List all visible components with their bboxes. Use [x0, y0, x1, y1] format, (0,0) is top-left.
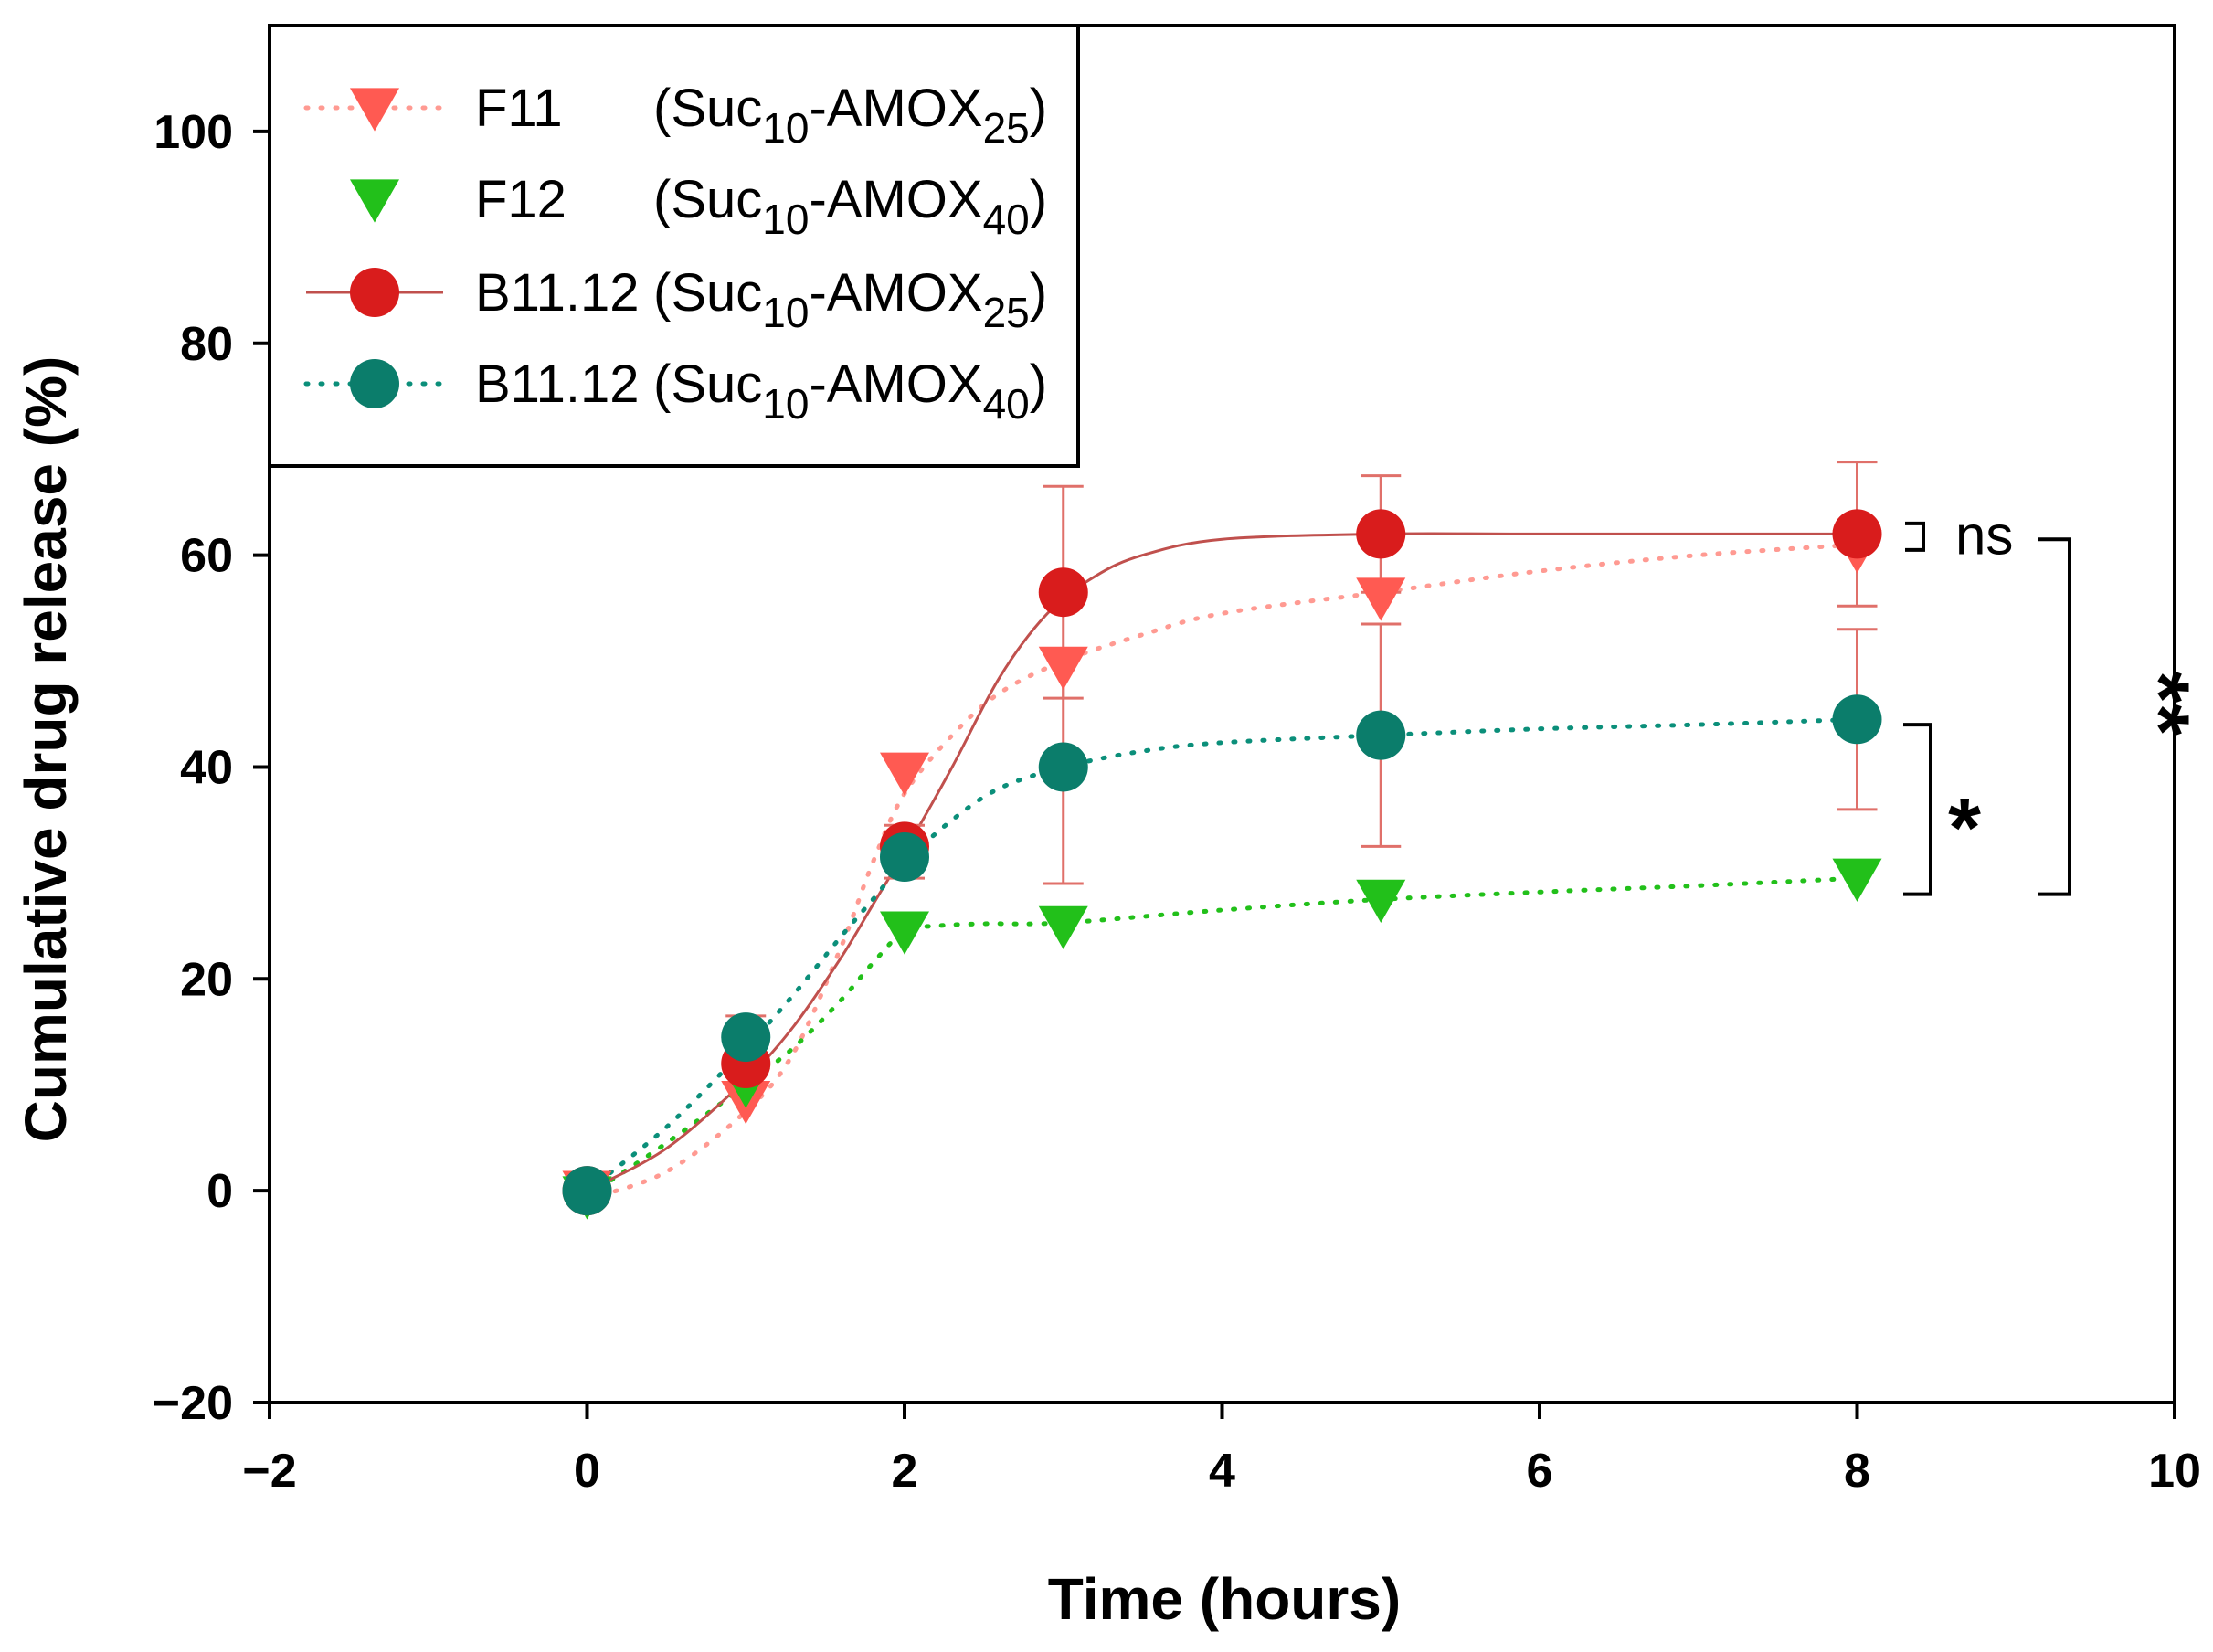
- marker-b25: [1356, 509, 1406, 559]
- significance-annotations: ns***: [1903, 505, 2206, 896]
- marker-b25: [1038, 567, 1088, 618]
- marker-f12: [1356, 879, 1406, 924]
- legend-label-b25: (Suc10-AMOX25): [653, 263, 1047, 336]
- legend-label-f12: (Suc10-AMOX40): [653, 170, 1047, 243]
- legend: F11 (Suc10-AMOX25)F12 (Suc10-AMOX40)B11.12…: [268, 24, 1080, 468]
- legend-marker-f11: [350, 88, 399, 132]
- marker-b40: [880, 831, 929, 882]
- series-line-f11: [585, 542, 1859, 1202]
- marker-b40: [562, 1166, 612, 1216]
- legend-label-part: -AMOX: [809, 263, 982, 323]
- y-axis-title: Cumulative drug release (%): [13, 356, 79, 1143]
- bracket-ns: [1905, 521, 1925, 552]
- series-lines: [585, 532, 1859, 1202]
- marker-f11: [1038, 646, 1088, 690]
- legend-label-part: -AMOX: [809, 79, 982, 138]
- x-tick-label: 8: [1844, 1445, 1870, 1498]
- y-tick-label: 60: [180, 530, 233, 583]
- legend-marker-b25: [350, 268, 399, 317]
- marker-f12: [1038, 905, 1088, 949]
- x-tick-label: 4: [1209, 1445, 1235, 1498]
- legend-label-part: 10: [762, 289, 809, 336]
- marker-b40: [1038, 742, 1088, 792]
- legend-label-part: 10: [762, 104, 809, 152]
- legend-label-part: 25: [983, 289, 1030, 336]
- y-tick-label: 20: [180, 953, 233, 1006]
- legend-label-part: (Suc: [653, 355, 762, 414]
- y-tick-label: −20: [153, 1377, 233, 1430]
- legend-marker-b40: [350, 359, 399, 408]
- bracket-star: [1903, 723, 1932, 896]
- legend-label-part: ): [1030, 355, 1047, 414]
- annotation-star: *: [1948, 781, 1981, 874]
- y-tick-label: 100: [154, 106, 233, 159]
- x-axis-title: Time (hours): [1048, 1566, 1401, 1632]
- legend-label-f11: (Suc10-AMOX25): [653, 79, 1047, 152]
- legend-code-b40: B11.12: [475, 355, 640, 414]
- legend-label-part: 10: [762, 380, 809, 428]
- legend-label-part: (Suc: [653, 263, 762, 323]
- x-tick-label: 2: [892, 1445, 918, 1498]
- legend-label-part: 25: [983, 104, 1030, 152]
- legend-label-part: ): [1030, 79, 1047, 138]
- marker-b40: [721, 1012, 771, 1063]
- legend-code-f11: F11: [475, 79, 563, 138]
- series-line-b25: [586, 532, 1858, 1192]
- legend-label-part: -AMOX: [809, 355, 982, 414]
- x-tick-label: 0: [574, 1445, 600, 1498]
- x-tick-label: −2: [242, 1445, 296, 1498]
- legend-marker-f12: [350, 179, 399, 223]
- y-tick-label: 80: [180, 318, 233, 371]
- marker-f12: [1832, 858, 1882, 902]
- legend-label-part: ): [1030, 263, 1047, 323]
- legend-label-part: -AMOX: [809, 170, 982, 229]
- legend-label-part: 40: [983, 380, 1030, 428]
- y-tick-label: 40: [180, 741, 233, 794]
- legend-label-part: ): [1030, 170, 1047, 229]
- annotation-ns: ns: [1955, 505, 2013, 567]
- marker-b40: [1832, 694, 1882, 745]
- marker-b25: [1832, 509, 1882, 559]
- legend-label-b40: (Suc10-AMOX40): [653, 355, 1047, 428]
- marker-f11: [880, 752, 929, 796]
- legend-code-b25: B11.12: [475, 263, 640, 323]
- marker-b40: [1356, 710, 1406, 760]
- legend-label-part: (Suc: [653, 170, 762, 229]
- legend-box: [268, 24, 1080, 468]
- legend-label-part: (Suc: [653, 79, 762, 138]
- x-tick-label: 6: [1527, 1445, 1553, 1498]
- y-tick-label: 0: [206, 1165, 233, 1218]
- marker-f11: [1356, 577, 1406, 621]
- series-line-b40: [585, 716, 1859, 1193]
- x-tick-label: 10: [2148, 1445, 2201, 1498]
- annotation-double-star: **: [2112, 671, 2206, 736]
- bracket-double-star: [2038, 537, 2071, 896]
- data-markers: [562, 509, 1882, 1220]
- legend-code-f12: F12: [475, 170, 566, 229]
- legend-label-part: 10: [762, 196, 809, 243]
- legend-label-part: 40: [983, 196, 1030, 243]
- marker-f12: [880, 911, 929, 955]
